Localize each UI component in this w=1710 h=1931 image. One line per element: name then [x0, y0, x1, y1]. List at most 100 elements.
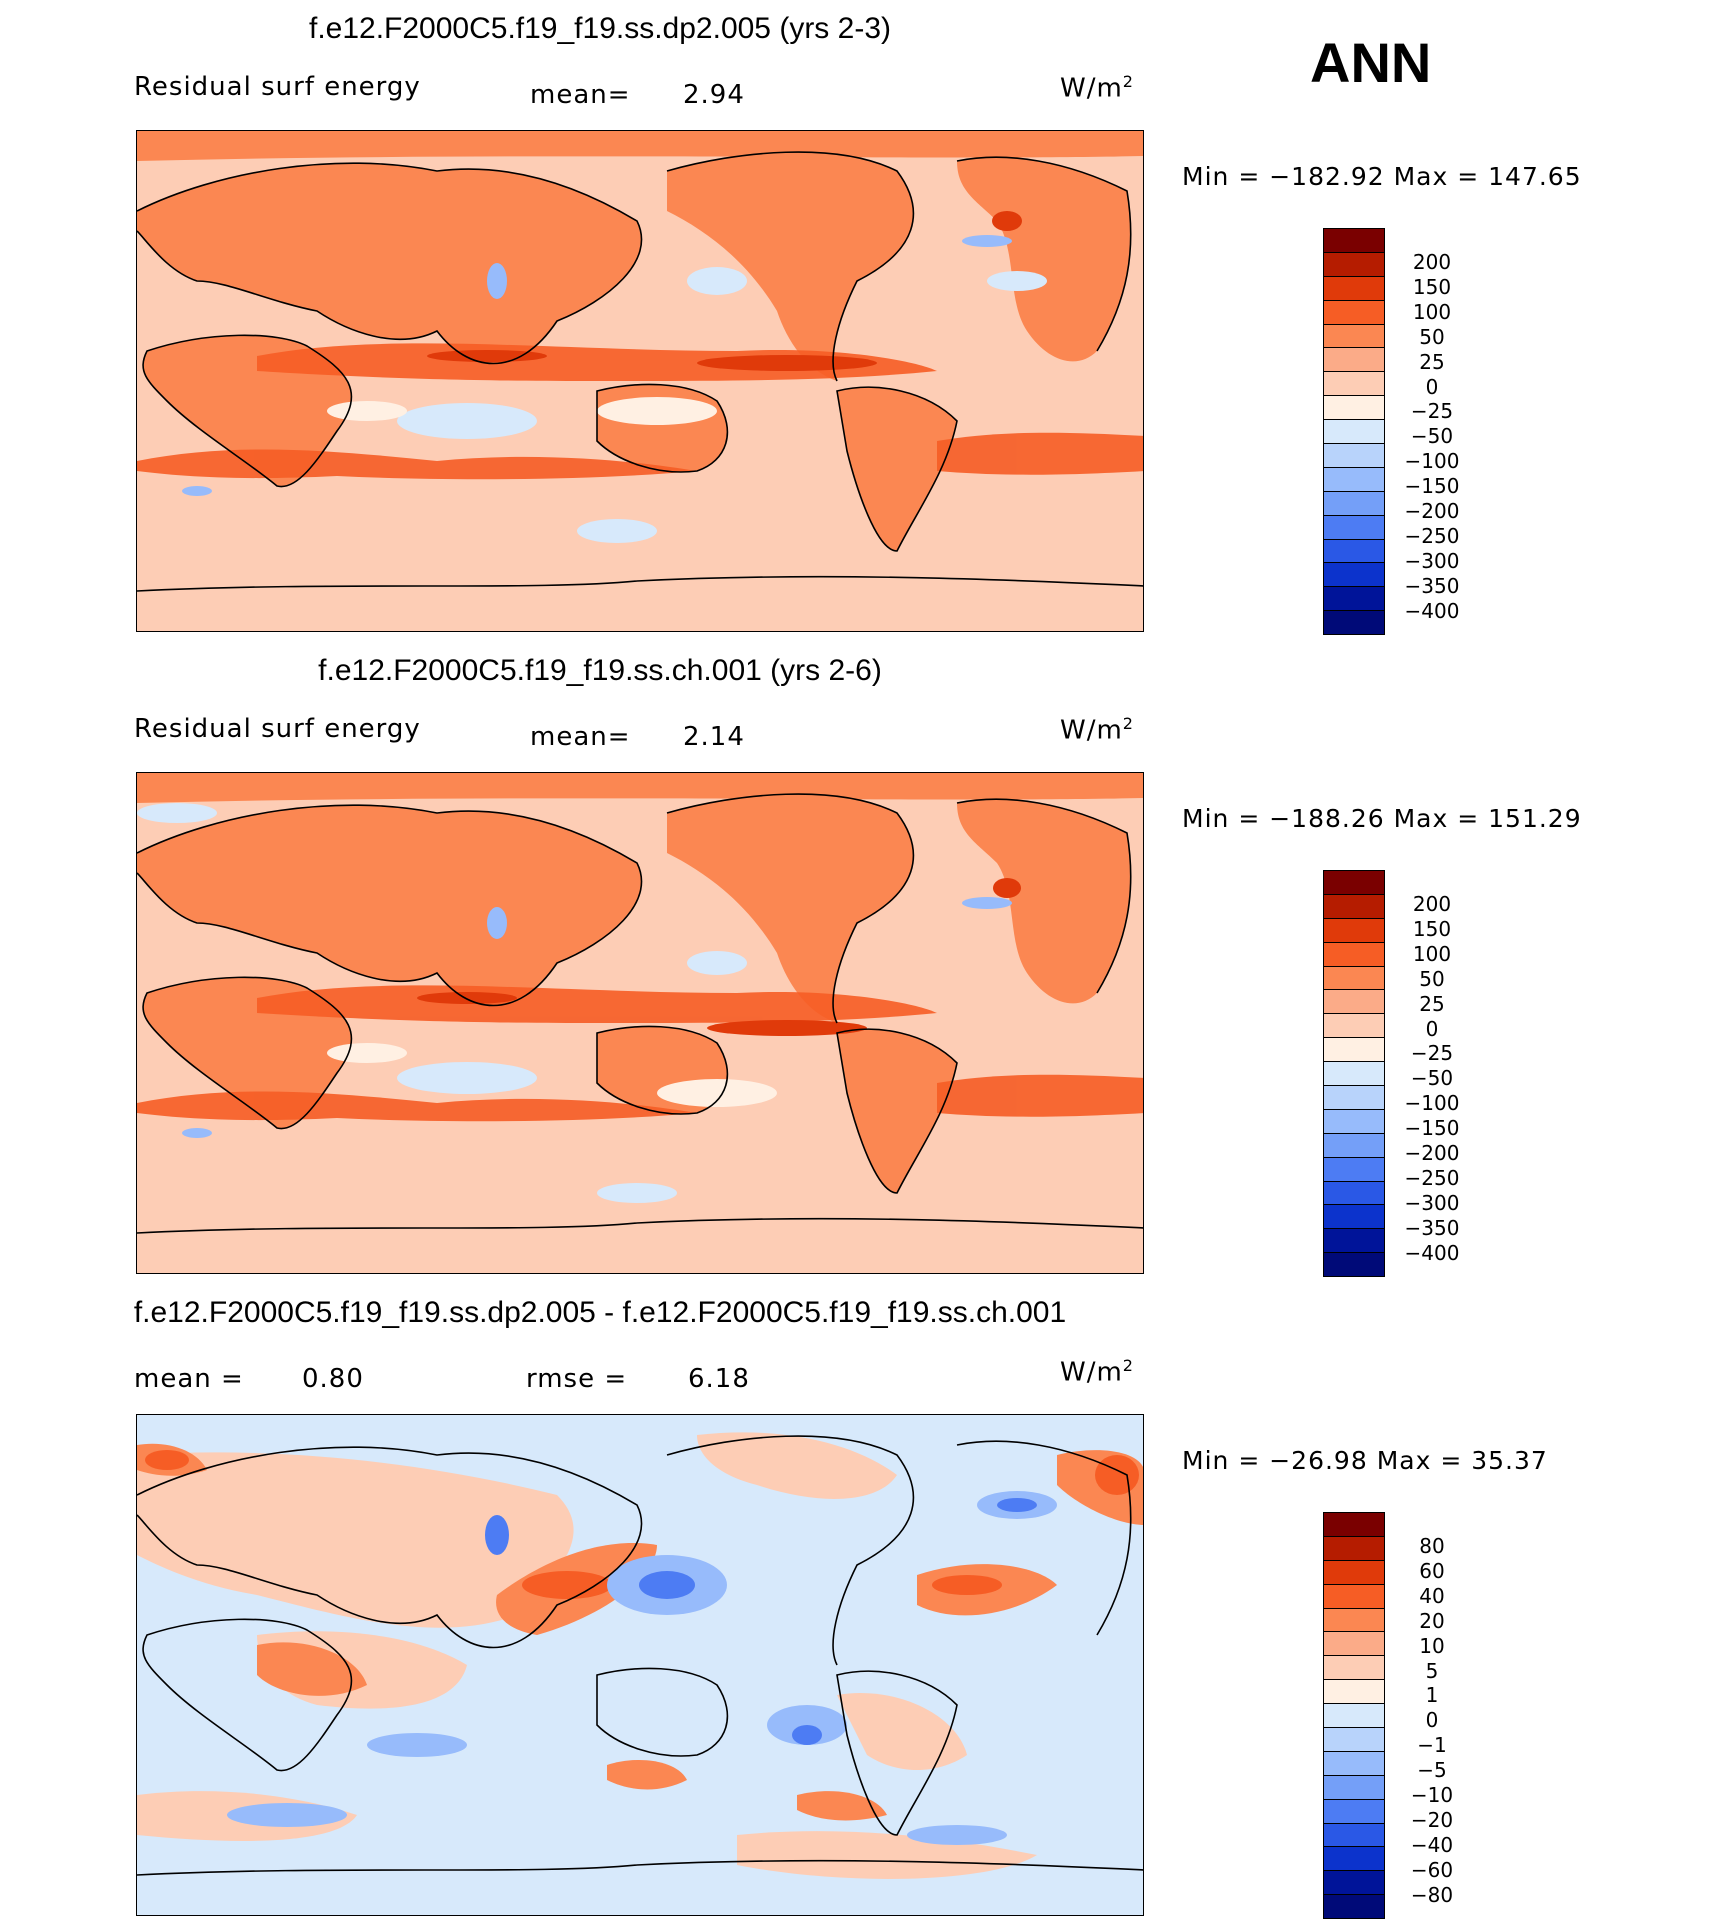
colorbar-swatch: [1323, 610, 1385, 636]
colorbar-swatch: [1323, 1252, 1385, 1278]
panel2-title: f.e12.F2000C5.f19_f19.ss.ch.001 (yrs 2-6…: [318, 654, 882, 687]
panel1-variable-label: Residual surf energy: [134, 72, 421, 102]
panel1-title: f.e12.F2000C5.f19_f19.ss.dp2.005 (yrs 2-…: [308, 12, 891, 45]
colorbar-swatch: [1323, 275, 1385, 301]
colorbar-swatch: [1323, 1631, 1385, 1657]
colorbar-swatch: [1323, 893, 1385, 919]
colorbar-level-label: −300: [1404, 548, 1460, 573]
colorbar-level-label: −200: [1404, 499, 1460, 523]
colorbar-level-label: 50: [1419, 966, 1445, 991]
colorbar-level-label: −150: [1404, 1116, 1460, 1141]
colorbar-level-label: 40: [1419, 1583, 1445, 1608]
colorbar-level-label: 150: [1412, 916, 1452, 941]
colorbar-swatch: [1323, 1108, 1385, 1134]
panel2-map: [136, 772, 1144, 1274]
colorbar-swatch: [1323, 371, 1385, 397]
panel3-title: f.e12.F2000C5.f19_f19.ss.dp2.005 - f.e12…: [133, 1296, 1067, 1329]
colorbar-level-label: −25: [1410, 399, 1454, 424]
colorbar-swatch: [1323, 1013, 1385, 1039]
colorbar-swatch: [1323, 586, 1385, 612]
panel1-colorbar: [1323, 228, 1385, 636]
colorbar-swatch: [1323, 917, 1385, 943]
panel1-map: [136, 130, 1144, 632]
colorbar-level-label: −250: [1404, 1165, 1460, 1190]
colorbar-swatch: [1323, 443, 1385, 468]
colorbar-swatch: [1323, 1798, 1385, 1824]
panel3-rmse-label: rmse =: [526, 1364, 628, 1394]
colorbar-level-label: −25: [1410, 1041, 1454, 1066]
panel3-minmax: Min = −26.98 Max = 35.37: [1182, 1446, 1548, 1475]
colorbar-swatch: [1323, 1156, 1385, 1182]
colorbar-swatch: [1323, 1204, 1385, 1230]
colorbar-level-label: −100: [1404, 1091, 1460, 1116]
colorbar-swatch: [1323, 538, 1385, 564]
colorbar-swatch: [1323, 941, 1385, 967]
colorbar-swatch: [1323, 490, 1385, 516]
colorbar-swatch: [1323, 1607, 1385, 1633]
colorbar-level-label: 20: [1419, 1608, 1445, 1633]
colorbar-swatch: [1323, 870, 1385, 895]
colorbar-swatch: [1323, 228, 1385, 253]
panel2-variable-label: Residual surf energy: [134, 714, 421, 744]
colorbar-swatch: [1323, 1655, 1385, 1681]
colorbar-level-label: −40: [1410, 1832, 1454, 1857]
panel1-minmax: Min = −182.92 Max = 147.65: [1182, 162, 1582, 191]
panel3-map-field: [137, 1415, 1143, 1915]
colorbar-swatch: [1323, 323, 1385, 349]
colorbar-level-label: −350: [1404, 1215, 1460, 1240]
panel3-units: W/m2: [1060, 1356, 1134, 1388]
colorbar-level-label: −150: [1404, 474, 1460, 499]
colorbar-level-label: −300: [1404, 1190, 1460, 1215]
colorbar-swatch: [1323, 514, 1385, 540]
panel1-mean-value: 2.94: [683, 80, 745, 110]
colorbar-level-label: 50: [1419, 324, 1445, 349]
colorbar-level-label: −400: [1404, 1240, 1460, 1265]
colorbar-level-label: 100: [1412, 941, 1452, 966]
panel3-map: [136, 1414, 1144, 1916]
colorbar-level-label: −50: [1410, 424, 1454, 449]
colorbar-level-label: −400: [1404, 598, 1460, 623]
colorbar-level-label: 10: [1419, 1633, 1445, 1658]
panel1-units: W/m2: [1060, 72, 1134, 104]
colorbar-swatch: [1323, 251, 1385, 277]
colorbar-level-label: 60: [1419, 1558, 1445, 1583]
panel1-mean-label: mean=: [530, 80, 631, 110]
colorbar-level-label: 5: [1425, 1658, 1439, 1683]
colorbar-swatch: [1323, 1512, 1385, 1537]
colorbar-level-label: 1: [1425, 1683, 1439, 1708]
colorbar-swatch: [1323, 1846, 1385, 1872]
panel2-map-field: [137, 773, 1143, 1273]
panel3-mean-label: mean =: [134, 1364, 244, 1394]
panel3-colorbar: [1323, 1512, 1385, 1920]
colorbar-level-label: 150: [1412, 274, 1452, 299]
colorbar-swatch: [1323, 1894, 1385, 1920]
colorbar-level-label: −200: [1404, 1141, 1460, 1165]
colorbar-level-label: 100: [1412, 299, 1452, 324]
colorbar-level-label: −100: [1404, 449, 1460, 474]
colorbar-swatch: [1323, 1703, 1385, 1729]
colorbar-level-label: −50: [1410, 1066, 1454, 1091]
panel2-colorbar: [1323, 870, 1385, 1278]
colorbar-level-label: −250: [1404, 523, 1460, 548]
season-label: ANN: [1310, 31, 1432, 94]
panel2-mean-label: mean=: [530, 722, 631, 752]
colorbar-swatch: [1323, 299, 1385, 325]
colorbar-level-label: 0: [1425, 1708, 1439, 1733]
colorbar-level-label: −10: [1410, 1783, 1454, 1807]
panel2-units: W/m2: [1060, 714, 1134, 746]
panel3-rmse-value: 6.18: [688, 1364, 750, 1394]
colorbar-swatch: [1323, 965, 1385, 991]
colorbar-level-label: 25: [1419, 991, 1445, 1016]
colorbar-swatch: [1323, 347, 1385, 373]
colorbar-level-label: −5: [1417, 1758, 1447, 1783]
colorbar-swatch: [1323, 1870, 1385, 1896]
colorbar-level-label: 200: [1412, 250, 1452, 274]
colorbar-swatch: [1323, 1750, 1385, 1776]
colorbar-level-label: −1: [1417, 1733, 1447, 1758]
colorbar-swatch: [1323, 1037, 1385, 1063]
colorbar-swatch: [1323, 1061, 1385, 1087]
colorbar-level-label: 0: [1425, 1016, 1439, 1041]
colorbar-level-label: −60: [1410, 1857, 1454, 1882]
panel1-map-field: [137, 131, 1143, 631]
colorbar-swatch: [1323, 989, 1385, 1015]
